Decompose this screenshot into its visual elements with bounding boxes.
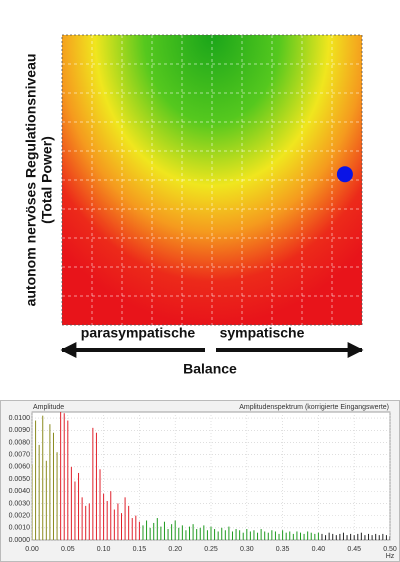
y-tick-label: 0.0090	[9, 427, 31, 434]
stems	[32, 412, 390, 540]
x-tick-label: 0.30	[240, 546, 254, 553]
x-tick-label: 0.20	[168, 546, 182, 553]
y-tick-label: 0.0050	[9, 476, 31, 483]
y-tick-label: 0.0020	[9, 512, 31, 519]
x-tick-label: 0.15	[133, 546, 147, 553]
x-tick-label: 0.25	[204, 546, 218, 553]
right-label: sympatische	[220, 325, 305, 341]
y-tick-label: 0.0080	[9, 439, 31, 446]
y-axis-label: (Total Power)	[39, 136, 55, 224]
y-axis-label: autonom nervöses Regulationsniveau	[23, 54, 39, 307]
y-tick-label: 0.0030	[9, 500, 31, 507]
y-axis-label: Amplitude	[33, 404, 64, 411]
x-tick-label: 0.00	[25, 546, 39, 553]
x-tick-label: 0.40	[312, 546, 326, 553]
left-label: parasympatische	[81, 325, 196, 341]
x-axis-label: Hz	[386, 553, 395, 560]
x-tick-label: 0.45	[347, 546, 361, 553]
x-tick-label: 0.50	[383, 546, 397, 553]
chart-title: Amplitudenspektrum (korrigierte Eingangs…	[239, 404, 389, 411]
x-tick-label: 0.10	[97, 546, 111, 553]
y-tick-label: 0.0040	[9, 488, 31, 495]
y-tick-label: 0.0100	[9, 415, 31, 422]
plot-border	[61, 34, 363, 326]
y-tick-label: 0.0060	[9, 464, 31, 471]
x-tick-label: 0.05	[61, 546, 75, 553]
y-tick-label: 0.0070	[9, 452, 31, 459]
x-tick-label: 0.35	[276, 546, 290, 553]
y-tick-label: 0.0010	[9, 525, 31, 532]
point	[336, 166, 353, 183]
x-axis-label: Balance	[183, 361, 237, 377]
y-tick-label: 0.0000	[9, 537, 31, 544]
